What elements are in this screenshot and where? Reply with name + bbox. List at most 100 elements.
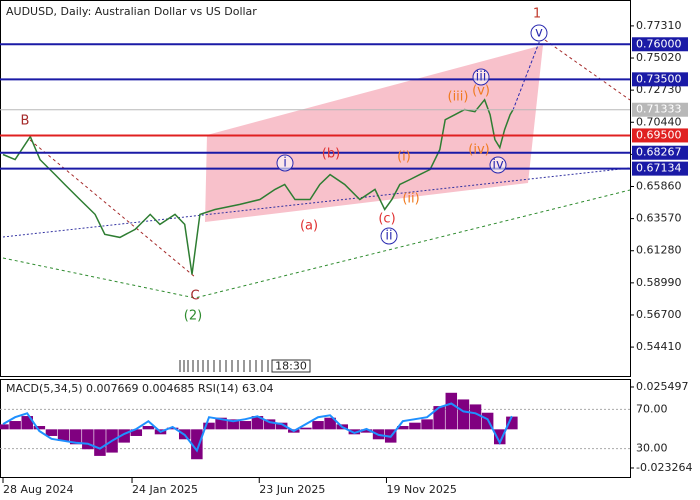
macd-bar [203,422,215,430]
wave-label: (iv) [468,143,489,158]
wave-label: (a) [300,219,318,234]
macd-bar [397,426,409,430]
level-label-box [632,145,688,160]
projection-line [544,39,631,101]
oscillator-title: MACD(5,34,5) 0.007669 0.004685 RSI(14) 6… [6,382,273,395]
macd-bar [312,421,324,430]
level-label-box [632,102,688,117]
wave-label: 1 [533,7,541,22]
macd-bar [33,426,46,430]
macd-bar [69,429,82,445]
time-label: 18:30 [275,360,307,373]
macd-bar [360,429,373,433]
wave-label: (ii) [402,192,419,207]
price-pane-frame [0,0,631,377]
scroll-ticks [179,360,269,372]
level-label-box [632,161,688,176]
level-label: 0.71333 [636,103,682,116]
level-label: 0.76000 [636,37,682,50]
y-tick-label: 0.54410 [636,340,682,353]
x-tick-label: 24 Jan 2025 [132,483,198,496]
x-tick-label: 19 Nov 2025 [386,483,456,496]
wave-label: B [21,114,30,129]
y-tick-label: 0.63570 [636,212,682,225]
y-tick-label: -0.023264 [636,461,692,474]
macd-bar [239,421,252,430]
trend-line [2,189,631,299]
level-label: 0.68267 [636,146,682,159]
macd-bar [57,429,70,441]
macd-bar [421,419,433,430]
y-tick-label: 0.56700 [636,308,682,321]
y-tick-label: 0.025497 [636,380,689,393]
macd-bar [0,424,9,430]
wave-label: (iii) [448,90,469,105]
wave-label: (b) [322,147,340,162]
y-tick-label: 0.72730 [636,83,682,96]
y-tick-label: 0.58990 [636,276,682,289]
y-tick-label: 0.65860 [636,179,682,192]
macd-bar [9,421,21,430]
macd-bar [191,429,203,460]
wave-circle [276,154,294,172]
wave-label: i [283,156,287,171]
wave-label: iv [492,158,504,173]
level-label: 0.67134 [636,162,682,175]
level-label: 0.69500 [636,128,682,141]
wave-circle [530,24,548,42]
trend-line [2,167,631,238]
macd-bar [263,419,276,430]
wave-label: C [190,289,199,304]
macd-bar [275,422,288,430]
macd-bar [82,429,94,450]
level-label: 0.73500 [636,72,682,85]
wave-channel [205,45,543,222]
x-tick-label: 23 Jun 2025 [259,483,325,496]
rsi-level-label: 70.00 [636,402,668,415]
macd-bar [251,416,264,430]
macd-bar [215,417,227,430]
macd-bar [324,417,336,430]
macd-bar [506,416,518,430]
macd-bar [45,429,58,436]
macd-bar [94,429,106,456]
macd-bar [445,392,458,430]
wave-circle [472,68,490,86]
y-tick-label: 0.70440 [636,115,682,128]
macd-bar [457,399,470,430]
wave-label: (2) [184,309,202,324]
macd-bar [493,429,506,445]
x-tick-label: 28 Aug 2024 [3,483,73,496]
price-line [2,98,514,275]
y-tick-label: 0.77310 [636,19,682,32]
macd-bar [118,429,130,443]
wave-label: (v) [472,84,490,99]
level-label-box [632,72,688,87]
chart-title: AUDUSD, Daily: Australian Dollar vs US D… [6,5,257,18]
rsi-line [2,402,513,453]
macd-bar [300,427,312,430]
wave-label: ii [385,229,392,244]
macd-bar [433,406,445,430]
wave-label: (i) [397,150,411,165]
macd-bar [166,427,179,430]
wave-label: (c) [378,212,395,227]
time-box [271,359,311,373]
wave-label: v [535,26,543,41]
y-tick-label: 0.61280 [636,244,682,257]
projection-line [512,39,541,111]
macd-bar [130,429,143,436]
macd-bar [142,426,155,430]
wave-label: iii [476,70,487,85]
macd-bar [469,404,482,430]
wave-circle [380,227,398,245]
macd-bar [227,419,239,430]
macd-bar [21,416,33,430]
level-label-box [632,37,688,52]
time-scroll: 18:30 [179,359,311,373]
macd-bar [409,422,421,430]
y-tick-label: 0.75020 [636,51,682,64]
level-label-box [632,128,688,143]
